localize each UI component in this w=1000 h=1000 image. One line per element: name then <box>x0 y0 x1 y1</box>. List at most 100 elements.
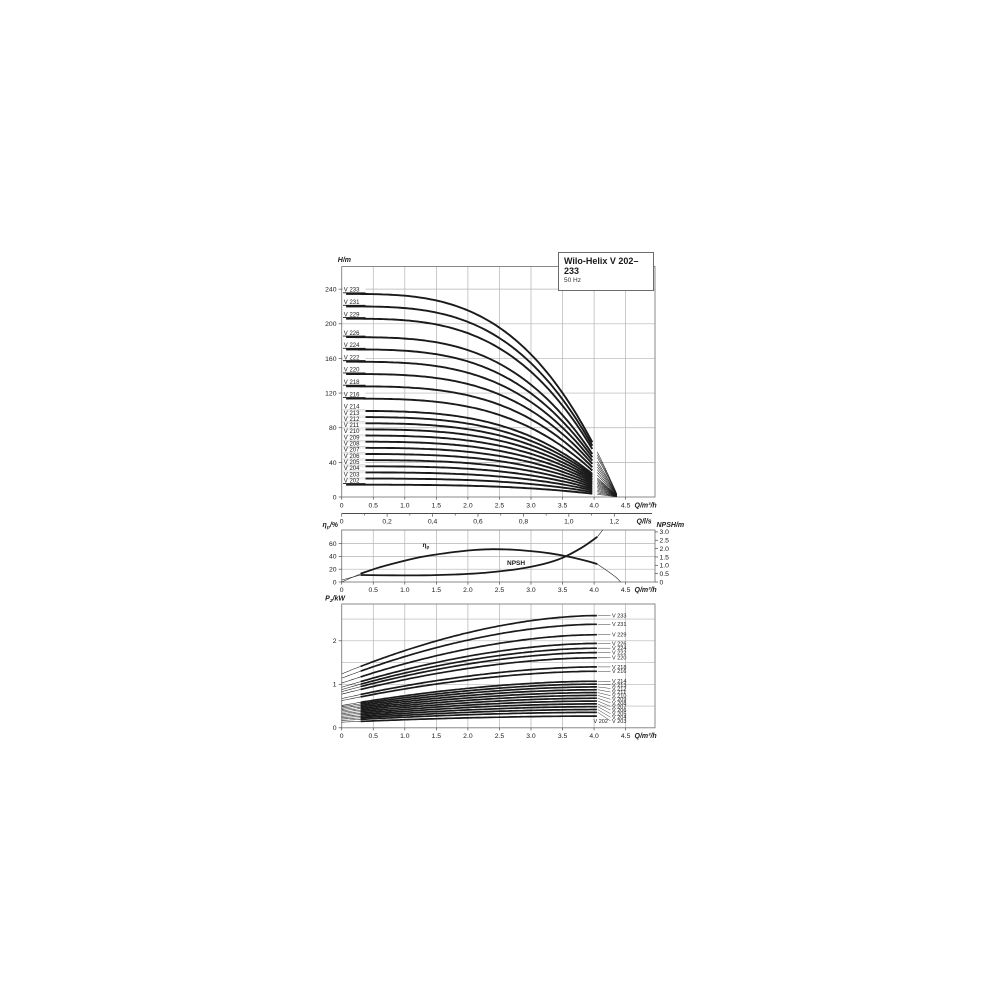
label-leader <box>597 686 611 689</box>
x-tick-label: 2.5 <box>495 733 505 740</box>
power-curve-label: V 229 <box>612 633 626 639</box>
label-leader <box>597 700 611 707</box>
curve-v203 <box>346 477 593 493</box>
curve-label-bg <box>343 452 366 460</box>
chart-title: Wilo-Helix V 202–233 <box>564 256 639 276</box>
pcurve-v210 <box>360 691 597 710</box>
x2-tick-label: 0,2 <box>382 519 392 526</box>
power-curve-label: V 213 <box>612 683 626 689</box>
curve-v229 <box>346 317 594 450</box>
x-tick-label: 1.5 <box>432 587 442 594</box>
power-tick-label: 1 <box>333 682 337 689</box>
curve-label: V 208 <box>344 442 360 448</box>
npsh-axis-title: NPSH/m <box>657 522 685 529</box>
power-curve-label: V 224 <box>612 646 626 652</box>
curve-label-bg <box>343 477 366 484</box>
pcurve-v231 <box>360 623 597 672</box>
x-tick-label: 1.0 <box>400 733 410 740</box>
x2-axis-title: Q/l/s <box>637 519 652 526</box>
curve-label: V 218 <box>344 380 360 386</box>
curve-thin-v218 <box>597 472 618 496</box>
pcurve-v233 <box>360 614 597 668</box>
pcurve-v224 <box>360 647 597 686</box>
power-curve-label: V 209 <box>612 697 626 703</box>
pcurve-thin-v220 <box>341 689 361 695</box>
curve-v226 <box>346 336 594 455</box>
pcurve-thin-v210 <box>341 708 361 712</box>
pcurve-v208 <box>360 697 597 713</box>
curve-v202 <box>346 483 593 495</box>
x-tick-label: 2.5 <box>495 587 505 594</box>
npsh-curve-thin-left <box>341 574 361 581</box>
curve-v211 <box>346 428 593 480</box>
pcurve-thin-v214 <box>341 702 361 706</box>
eta-tick-label: 60 <box>329 541 337 548</box>
x-axis-title: Q/m³/h <box>635 733 657 740</box>
curve-label: V 211 <box>344 423 360 429</box>
curve-v208 <box>346 446 593 485</box>
x-tick-label: 3.0 <box>526 587 536 594</box>
curve-label: V 207 <box>344 448 360 454</box>
curve-v216 <box>346 397 593 472</box>
curve-label-bg <box>343 329 366 337</box>
pcurve-thin-v233 <box>341 666 361 675</box>
x-tick-label: 3.5 <box>558 587 568 594</box>
npsh-tick-label: 0.5 <box>660 571 670 578</box>
curve-thin-v205 <box>597 489 617 497</box>
pcurve-v222 <box>360 651 598 688</box>
pcurve-v220 <box>360 656 597 691</box>
x-tick-label: 3.0 <box>526 503 536 510</box>
power-curve-label: V 206 <box>612 708 626 714</box>
curve-label: V 212 <box>344 417 360 423</box>
pcurve-thin-v231 <box>341 670 361 679</box>
curve-v220 <box>346 373 594 465</box>
x-tick-label: 1.0 <box>400 503 410 510</box>
pcurve-v202 <box>360 715 597 723</box>
curve-label: V 226 <box>344 331 360 337</box>
y-axis-title: H/m <box>338 257 351 264</box>
x-tick-label: 3.0 <box>526 733 536 740</box>
curve-v222 <box>346 360 594 462</box>
power-curve-label: V 204 <box>612 715 626 721</box>
npsh-tick-label: 2.0 <box>660 546 670 553</box>
pcurve-v212 <box>360 686 597 707</box>
x2-tick-label: 1,2 <box>610 519 620 526</box>
curve-thin-v222 <box>597 466 618 496</box>
curve-label-bg <box>343 433 366 441</box>
power-curve-label: V 216 <box>612 669 626 675</box>
x2-tick-label: 0,4 <box>428 519 438 526</box>
curve-v207 <box>346 453 593 487</box>
power-axis-title: P2/kW <box>325 596 346 605</box>
curve-v213 <box>346 416 593 477</box>
pcurve-v214 <box>360 680 597 704</box>
pcurve-thin-v218 <box>341 694 361 699</box>
pcurve-thin-v204 <box>341 717 361 720</box>
power-curve-label: V 233 <box>612 613 626 619</box>
curve-label-bg <box>343 390 366 398</box>
curve-v212 <box>346 422 593 478</box>
x-tick-label: 4.0 <box>589 587 599 594</box>
pcurve-v218 <box>360 666 597 696</box>
y-tick-label: 240 <box>325 287 337 294</box>
pcurve-thin-v224 <box>341 683 361 690</box>
label-leader <box>597 697 611 704</box>
curve-label-bg <box>343 415 366 423</box>
curve-v231 <box>346 305 594 447</box>
plot-border <box>341 603 656 729</box>
y-tick-label: 120 <box>325 390 337 397</box>
power-tick-label: 2 <box>333 638 337 645</box>
curve-label: V 220 <box>344 368 360 374</box>
plot-border <box>341 266 656 498</box>
pcurve-v229 <box>360 633 597 678</box>
curve-label-bg <box>343 298 366 306</box>
x-tick-label: 4.0 <box>589 733 599 740</box>
x-tick-label: 0.5 <box>369 587 379 594</box>
x-tick-label: 0.5 <box>369 733 379 740</box>
curve-v209 <box>346 440 593 483</box>
pcurve-thin-v208 <box>341 711 361 714</box>
pcurve-v226 <box>360 642 597 683</box>
x-tick-label: 1.5 <box>432 503 442 510</box>
